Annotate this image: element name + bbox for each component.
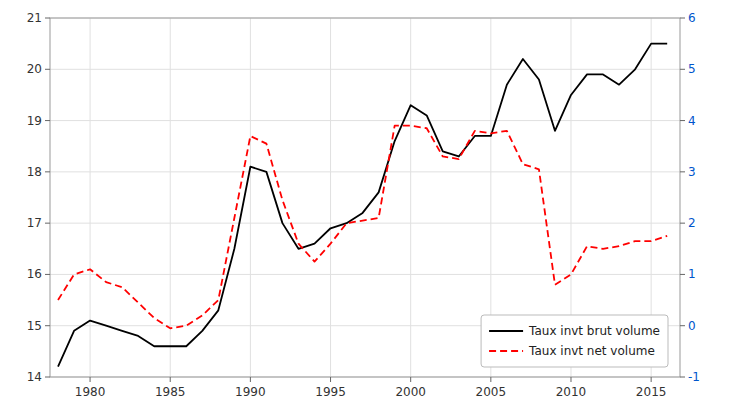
x-tick xyxy=(330,377,331,382)
grid-line-y xyxy=(50,171,680,172)
plot-frame xyxy=(50,18,680,377)
x-tick-label: 1990 xyxy=(235,385,266,399)
y-tick xyxy=(45,377,50,378)
y2-tick xyxy=(680,325,685,326)
y-tick-label: 20 xyxy=(27,62,42,76)
grid-line-y xyxy=(50,274,680,275)
grid-line-x xyxy=(410,18,411,377)
grid-line-y xyxy=(50,223,680,224)
x-tick xyxy=(490,377,491,382)
grid-line-x xyxy=(170,18,171,377)
y2-tick-label: -1 xyxy=(688,370,700,384)
axes: 1980198519901995200020052010201514151617… xyxy=(27,11,700,399)
y2-tick xyxy=(680,18,685,19)
grid-line-x xyxy=(250,18,251,377)
legend-label: Taux invt net volume xyxy=(528,344,655,358)
x-tick xyxy=(651,377,652,382)
x-tick-label: 1985 xyxy=(155,385,186,399)
grid-line-y xyxy=(50,69,680,70)
x-tick-label: 2015 xyxy=(636,385,667,399)
y-tick xyxy=(45,325,50,326)
y2-tick-label: 6 xyxy=(688,11,696,25)
y2-tick xyxy=(680,274,685,275)
legend: Taux invt brut volume Taux invt net volum… xyxy=(481,315,668,367)
x-tick xyxy=(410,377,411,382)
y-tick-label: 14 xyxy=(27,370,42,384)
legend-box xyxy=(481,315,668,367)
grid-line-x xyxy=(330,18,331,377)
y-tick xyxy=(45,120,50,121)
series-lines xyxy=(58,44,667,367)
y-tick-label: 19 xyxy=(27,114,42,128)
x-tick-label: 2010 xyxy=(556,385,587,399)
y-tick-label: 17 xyxy=(27,216,42,230)
y-tick-label: 18 xyxy=(27,165,42,179)
y-tick xyxy=(45,18,50,19)
x-tick xyxy=(250,377,251,382)
y2-tick-label: 5 xyxy=(688,62,696,76)
y2-tick-label: 0 xyxy=(688,319,696,333)
y-tick-label: 15 xyxy=(27,319,42,333)
grid xyxy=(50,18,680,377)
y2-tick xyxy=(680,377,685,378)
y-tick xyxy=(45,171,50,172)
x-tick xyxy=(570,377,571,382)
x-tick xyxy=(90,377,91,382)
y2-tick-label: 3 xyxy=(688,165,696,179)
y-tick xyxy=(45,223,50,224)
series-line xyxy=(58,44,667,367)
legend-swatch xyxy=(489,330,523,332)
legend-swatch xyxy=(489,350,523,352)
y2-tick xyxy=(680,223,685,224)
grid-line-y xyxy=(50,120,680,121)
chart: 1980198519901995200020052010201514151617… xyxy=(0,0,730,409)
x-tick-label: 2005 xyxy=(476,385,507,399)
y-tick-label: 21 xyxy=(27,11,42,25)
x-tick-label: 1995 xyxy=(315,385,346,399)
y2-tick xyxy=(680,120,685,121)
y-tick xyxy=(45,69,50,70)
series-line xyxy=(58,126,667,329)
grid-line-x xyxy=(90,18,91,377)
y2-tick-label: 4 xyxy=(688,114,696,128)
y2-tick xyxy=(680,69,685,70)
x-tick xyxy=(170,377,171,382)
x-tick-label: 2000 xyxy=(395,385,426,399)
x-tick-label: 1980 xyxy=(75,385,106,399)
y2-tick-label: 2 xyxy=(688,216,696,230)
y2-tick-label: 1 xyxy=(688,267,696,281)
y2-tick xyxy=(680,171,685,172)
legend-label: Taux invt brut volume xyxy=(528,324,660,338)
y-tick xyxy=(45,274,50,275)
y-tick-label: 16 xyxy=(27,267,42,281)
